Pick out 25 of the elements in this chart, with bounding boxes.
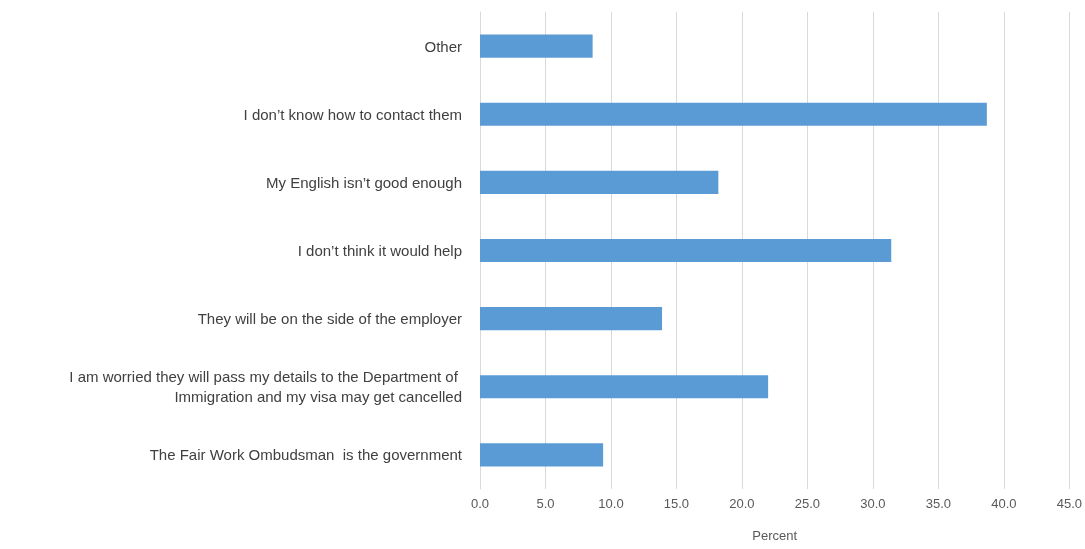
y-tick-label: The Fair Work Ombudsman is the government	[149, 446, 463, 464]
x-tick-label: 10.0	[598, 496, 624, 511]
y-tick-label: Other	[424, 37, 462, 55]
y-tick-label: I am worried they will pass my details to the Department of Immigration and my visa may get cancelled	[69, 368, 462, 406]
x-tick-label: 35.0	[925, 496, 952, 511]
y-tick-label: I don’t think it would help	[297, 242, 462, 259]
x-tick-label: 20.0	[729, 496, 755, 511]
bar	[480, 375, 769, 399]
x-tick-label: 30.0	[860, 496, 886, 511]
x-tick-label: 40.0	[991, 496, 1017, 511]
bar	[480, 34, 593, 58]
y-tick-label: My English isn’t good enough	[266, 173, 462, 191]
x-tick-label: 45.0	[1056, 496, 1083, 511]
x-axis-title: Percent	[752, 528, 798, 543]
x-tick-label: 0.0	[470, 496, 490, 511]
bar	[480, 307, 663, 331]
bar	[480, 443, 604, 467]
x-tick-label: 25.0	[794, 496, 821, 511]
x-tick-label: 5.0	[536, 496, 555, 511]
x-tick-label: 15.0	[663, 496, 690, 511]
bar	[480, 238, 892, 263]
y-tick-label: I don’t know how to contact them	[243, 105, 462, 123]
y-tick-label: They will be on the side of the employer	[197, 310, 462, 328]
bar	[480, 170, 719, 194]
bar	[480, 102, 987, 126]
